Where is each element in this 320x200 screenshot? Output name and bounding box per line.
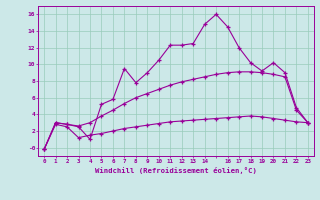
X-axis label: Windchill (Refroidissement éolien,°C): Windchill (Refroidissement éolien,°C) — [95, 167, 257, 174]
